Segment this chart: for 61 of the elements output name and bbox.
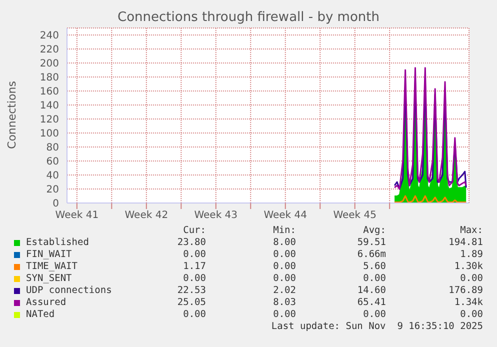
y-tick-label: 100 — [40, 128, 59, 140]
text: 59.51 — [357, 237, 386, 248]
text: 176.89 — [448, 285, 483, 296]
text: 1.30k — [454, 261, 483, 272]
text: 0.00 — [273, 249, 296, 260]
text: 0.00 — [183, 249, 206, 260]
text: 1.17 — [183, 261, 206, 272]
text: 14.60 — [357, 285, 386, 296]
y-tick-label: 220 — [40, 44, 59, 56]
y-tick-label: 140 — [40, 100, 59, 112]
text: 0.00 — [460, 273, 483, 284]
chart-title: Connections through firewall - by month — [116, 10, 380, 25]
text: 0.00 — [273, 309, 296, 320]
x-tick-label: Week 45 — [333, 210, 377, 222]
y-tick-label: 120 — [40, 114, 59, 126]
legend-label: SYN_SENT — [26, 273, 72, 284]
text: 0.00 — [183, 273, 206, 284]
text: 8.03 — [273, 297, 296, 308]
text: 65.41 — [357, 297, 386, 308]
text: Max: — [460, 225, 483, 236]
text: 23.80 — [177, 237, 206, 248]
legend-label: TIME_WAIT — [26, 261, 78, 272]
y-tick-label: 80 — [46, 142, 59, 154]
text: 6.66m — [357, 249, 386, 260]
y-tick-label: 180 — [40, 72, 59, 84]
text: 1.89 — [460, 249, 483, 260]
legend-label: Established — [26, 237, 89, 248]
text: 194.81 — [448, 237, 483, 248]
y-tick-label: 160 — [40, 86, 59, 98]
legend-label: FIN_WAIT — [26, 249, 72, 260]
x-tick-label: Week 41 — [55, 210, 99, 222]
text: 25.05 — [177, 297, 206, 308]
y-tick-label: 240 — [40, 30, 59, 42]
y-axis-title: Connections — [6, 81, 18, 149]
text: 2.02 — [273, 285, 296, 296]
x-tick-label: Week 42 — [124, 210, 168, 222]
text: 1.34k — [454, 297, 483, 308]
text: 0.00 — [363, 273, 386, 284]
legend-label: Assured — [26, 297, 66, 308]
y-tick-label: 200 — [40, 58, 59, 70]
text: Cur: — [183, 225, 206, 236]
text: 0.00 — [460, 309, 483, 320]
text: Avg: — [363, 225, 386, 236]
y-tick-label: 40 — [46, 170, 59, 182]
y-tick-label: 60 — [46, 156, 59, 168]
text: 0.00 — [273, 273, 296, 284]
text: 0.00 — [183, 309, 206, 320]
x-tick-label: Week 43 — [194, 210, 238, 222]
line-series — [394, 195, 467, 203]
y-tick-label: 20 — [46, 184, 59, 196]
text: 0.00 — [273, 261, 296, 272]
text: 5.60 — [363, 261, 386, 272]
x-tick-label: Week 44 — [264, 210, 308, 222]
text: Min: — [273, 225, 296, 236]
legend-label: NATed — [26, 309, 55, 320]
legend-label: UDP connections — [26, 285, 112, 296]
text: 8.00 — [273, 237, 296, 248]
text: Last update: Sun Nov 9 16:35:10 2025 — [271, 321, 483, 332]
text: 0.00 — [363, 309, 386, 320]
text: 22.53 — [177, 285, 206, 296]
y-tick-label: 0 — [52, 198, 59, 210]
